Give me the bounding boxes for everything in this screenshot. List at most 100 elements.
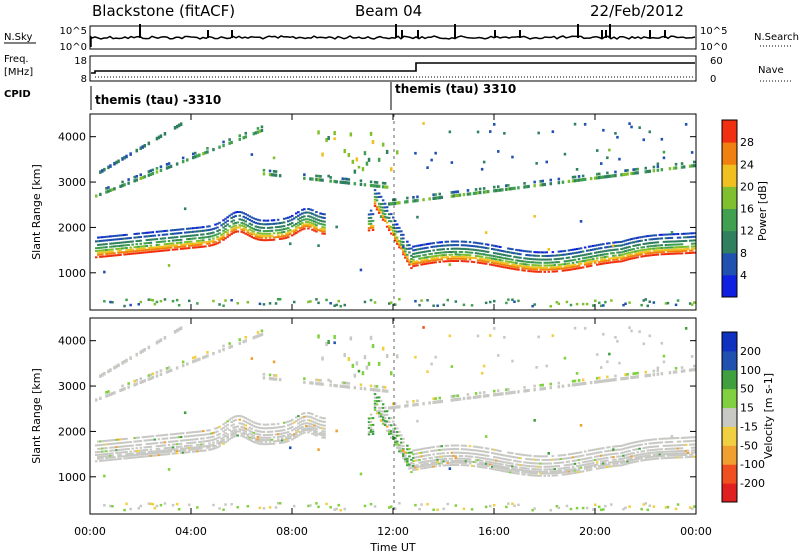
- power-cell: [319, 175, 322, 178]
- power-cell: [604, 255, 607, 258]
- velocity-cell: [531, 470, 534, 473]
- velocity-cell: [289, 423, 292, 426]
- velocity-cell: [592, 452, 595, 455]
- velocity-cell: [448, 457, 452, 460]
- velocity-cell: [242, 435, 245, 438]
- velocity-cell: [99, 450, 102, 453]
- colorbar-swatch: [722, 332, 737, 352]
- velocity-cell: [252, 436, 256, 439]
- velocity-cell: [266, 443, 270, 446]
- power-cell: [278, 222, 282, 225]
- velocity-cell: [662, 437, 666, 440]
- power-cell: [161, 245, 165, 248]
- power-cell: [678, 246, 682, 249]
- power-cell: [127, 244, 130, 246]
- velocity-cell: [668, 437, 672, 440]
- velocity-cell: [117, 449, 120, 451]
- power-cell: [596, 176, 599, 180]
- power-cell: [501, 253, 504, 256]
- power-cell: [383, 206, 387, 209]
- power-cell: [513, 252, 516, 255]
- velocity-cell: [660, 341, 664, 345]
- power-cell: [652, 254, 656, 256]
- power-cell: [327, 174, 330, 178]
- power-cell: [282, 231, 286, 233]
- power-cell: [442, 260, 445, 263]
- power-cell: [196, 246, 199, 249]
- velocity-cell: [135, 444, 138, 447]
- power-cell: [460, 240, 464, 243]
- power-cell: [610, 299, 613, 302]
- power-cell: [545, 255, 548, 257]
- velocity-cell: [234, 432, 237, 435]
- colorbar-swatch: [722, 208, 737, 232]
- velocity-cell: [565, 473, 569, 476]
- velocity-cell: [179, 432, 183, 435]
- velocity-cell: [410, 467, 413, 469]
- velocity-cell: [147, 345, 151, 350]
- velocity-cell: [525, 464, 528, 467]
- velocity-cell: [347, 357, 351, 362]
- power-cell: [511, 248, 514, 251]
- velocity-cell: [476, 465, 480, 468]
- power-cell: [95, 250, 98, 252]
- power-cell: [268, 302, 272, 305]
- power-cell: [186, 235, 189, 238]
- velocity-cell: [321, 436, 324, 439]
- power-cell: [559, 254, 563, 256]
- colorbar-swatch: [722, 426, 737, 446]
- power-cell: [379, 195, 383, 198]
- power-cell: [652, 234, 656, 237]
- power-cell: [466, 251, 470, 254]
- power-cell: [206, 229, 209, 232]
- power-cell: [321, 213, 324, 215]
- power-cell: [553, 261, 557, 264]
- velocity-cell: [169, 450, 173, 453]
- velocity-cell: [608, 449, 611, 452]
- power-cell: [99, 249, 102, 252]
- velocity-cell: [212, 503, 215, 507]
- power-cell: [577, 178, 581, 182]
- power-cell: [272, 156, 276, 160]
- power-cell: [95, 240, 98, 243]
- power-cell: [248, 215, 252, 218]
- power-cell: [222, 232, 225, 235]
- velocity-cell: [690, 507, 694, 510]
- velocity-cell: [454, 459, 458, 462]
- velocity-cell: [240, 432, 243, 435]
- power-cell: [359, 179, 363, 183]
- power-cell: [604, 250, 607, 253]
- velocity-cell: [648, 504, 651, 507]
- velocity-cell: [632, 375, 635, 379]
- power-cell: [404, 252, 407, 255]
- velocity-cell: [573, 456, 577, 458]
- power-cell: [232, 227, 235, 230]
- velocity-cell: [618, 361, 621, 365]
- velocity-cell: [284, 438, 288, 441]
- power-cell: [515, 264, 518, 267]
- velocity-cell: [666, 454, 670, 457]
- velocity-cell: [543, 474, 546, 477]
- power-cell: [521, 269, 524, 272]
- power-cell: [438, 260, 441, 263]
- velocity-cell: [274, 377, 278, 381]
- power-cell: [139, 300, 142, 304]
- power-cell: [585, 261, 589, 264]
- velocity-cell: [416, 466, 419, 469]
- velocity-cell: [547, 465, 550, 468]
- velocity-cell: [311, 423, 314, 426]
- power-cell: [515, 268, 518, 271]
- velocity-cell: [670, 444, 674, 447]
- velocity-cell: [127, 453, 130, 455]
- velocity-cell: [678, 452, 682, 455]
- power-cell: [297, 226, 300, 229]
- velocity-cell: [153, 450, 157, 453]
- velocity-cell: [200, 449, 203, 452]
- velocity-cell: [321, 424, 324, 427]
- power-cell: [159, 165, 163, 169]
- power-cell: [418, 261, 421, 264]
- power-cell: [406, 244, 409, 247]
- velocity-cell: [305, 422, 308, 425]
- power-cell: [448, 251, 452, 253]
- power-cell: [377, 196, 381, 198]
